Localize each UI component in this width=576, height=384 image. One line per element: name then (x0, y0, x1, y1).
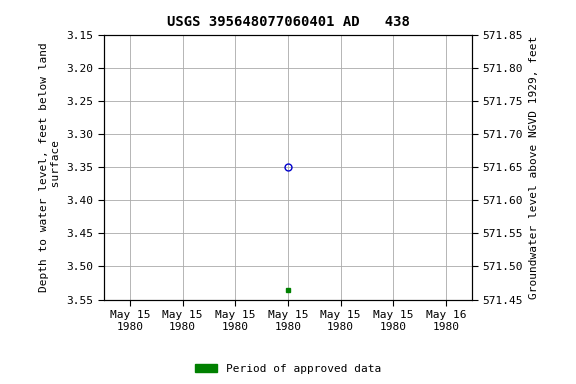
Y-axis label: Depth to water level, feet below land
 surface: Depth to water level, feet below land su… (39, 42, 60, 292)
Legend: Period of approved data: Period of approved data (191, 359, 385, 379)
Y-axis label: Groundwater level above NGVD 1929, feet: Groundwater level above NGVD 1929, feet (529, 35, 539, 299)
Title: USGS 395648077060401 AD   438: USGS 395648077060401 AD 438 (166, 15, 410, 29)
